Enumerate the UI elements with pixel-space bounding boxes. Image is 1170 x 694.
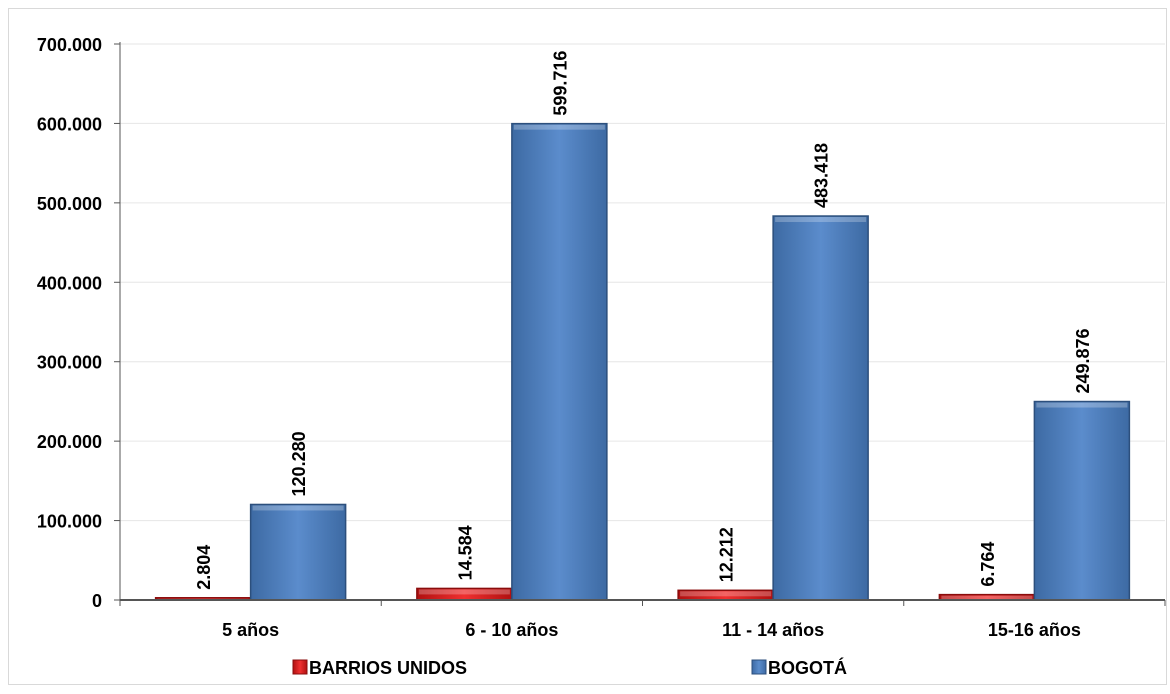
chart-border: [8, 8, 1167, 685]
bar-bevel: [941, 595, 1033, 600]
bar-bogota: [1033, 400, 1131, 601]
legend-swatch-bogota: [751, 659, 767, 675]
y-tick-label: 200.000: [37, 432, 102, 452]
bar-bevel: [775, 217, 867, 223]
bar-bevel: [1036, 402, 1128, 408]
x-tick-label: 11 - 14 años: [722, 620, 824, 640]
bar-bogota: [249, 503, 347, 601]
y-tick-label: 0: [92, 591, 102, 611]
y-tick-label: 600.000: [37, 114, 102, 134]
y-tick-label: 400.000: [37, 273, 102, 293]
data-label: 12.212: [717, 527, 737, 582]
x-tick-label: 6 - 10 años: [465, 620, 558, 640]
x-tick-label: 15-16 años: [988, 620, 1081, 640]
legend-label-barrios-unidos: BARRIOS UNIDOS: [309, 658, 467, 678]
data-label: 6.764: [978, 542, 998, 587]
data-label: 120.280: [289, 431, 309, 496]
legend-label-bogota: BOGOTÁ: [768, 657, 847, 678]
bar-bevel: [680, 591, 772, 597]
y-tick-label: 100.000: [37, 512, 102, 532]
data-label: 2.804: [194, 545, 214, 590]
bar-bevel: [418, 589, 510, 595]
bar-bogota: [772, 215, 869, 601]
bar-bevel: [513, 124, 605, 130]
y-tick-label: 300.000: [37, 353, 102, 373]
x-tick-label: 5 años: [222, 620, 279, 640]
data-label: 249.876: [1073, 328, 1093, 393]
legend-swatch-barrios-unidos: [292, 659, 308, 675]
y-tick-label: 500.000: [37, 194, 102, 214]
data-label: 14.584: [455, 525, 475, 580]
y-tick-label: 700.000: [37, 35, 102, 55]
bar-bogota: [511, 122, 608, 601]
bar-bevel: [252, 505, 344, 511]
data-label: 599.716: [550, 51, 570, 116]
data-label: 483.418: [812, 143, 832, 208]
